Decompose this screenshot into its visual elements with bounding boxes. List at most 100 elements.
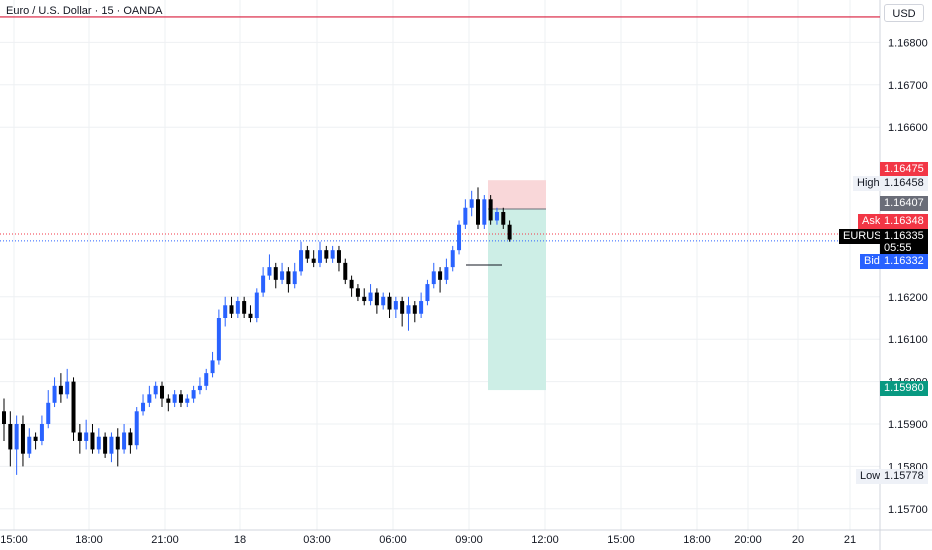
candle-body <box>33 436 38 441</box>
candle-body <box>362 296 367 302</box>
candle-body <box>134 411 139 446</box>
time-tick-label: 15:00 <box>607 534 635 546</box>
candle-body <box>90 432 95 450</box>
candle-body <box>147 394 152 403</box>
bid-value: 1.16332 <box>880 254 928 269</box>
time-tick-label: 20:00 <box>734 534 762 546</box>
candle-body <box>387 296 392 310</box>
time-tick-label: 12:00 <box>531 534 559 546</box>
candle-body <box>501 212 506 225</box>
time-tick-label: 18 <box>234 534 246 546</box>
time-tick-label: 15:00 <box>0 534 28 546</box>
stop-loss-price-tag: 1.16475 <box>880 162 928 177</box>
candle-body <box>261 275 266 293</box>
candle-body <box>406 305 411 314</box>
candle-body <box>457 224 462 251</box>
candle-body <box>109 436 114 454</box>
candle-body <box>318 250 322 263</box>
candle-body <box>96 436 101 450</box>
currency-button[interactable]: USD <box>884 4 924 22</box>
candle-body <box>494 212 499 221</box>
candle-body <box>431 271 436 285</box>
price-tick-label: 1.16200 <box>888 292 928 304</box>
time-tick-label: 21 <box>844 534 856 546</box>
candle-body <box>103 436 108 454</box>
candle-body <box>248 313 253 318</box>
candle-body <box>507 224 512 240</box>
chart-title[interactable]: Euro / U.S. Dollar · 15 · OANDA <box>6 5 163 17</box>
candle-body <box>160 385 164 399</box>
candle-body <box>463 207 468 225</box>
candle-body <box>153 385 158 395</box>
candle-body <box>229 305 234 314</box>
candle-body <box>305 250 310 259</box>
candle-body <box>286 271 291 285</box>
candle-body <box>374 292 379 306</box>
entry-price-tag: 1.16407 <box>880 196 928 211</box>
price-tick-label: 1.16600 <box>888 122 928 134</box>
candle-body <box>476 199 480 225</box>
candle-body <box>349 279 354 289</box>
time-tick-label: 03:00 <box>303 534 331 546</box>
candle-body <box>46 402 51 424</box>
candle-body <box>58 385 63 395</box>
candle-body <box>204 373 209 386</box>
candle-body <box>52 385 57 403</box>
take-profit-price-tag: 1.15980 <box>880 381 928 396</box>
candle-body <box>65 381 70 395</box>
candle-body <box>280 271 285 280</box>
time-tick-label: 20 <box>792 534 804 546</box>
candle-body <box>191 390 196 399</box>
time-tick-label: 09:00 <box>455 534 483 546</box>
ask-label: Ask <box>858 214 880 229</box>
stop-loss-zone <box>488 180 546 210</box>
candle-body <box>412 305 417 314</box>
candle-body <box>115 436 120 450</box>
candle-body <box>39 424 44 441</box>
candle-body <box>185 398 190 403</box>
session-high-label: High <box>853 176 880 191</box>
candle-body <box>2 411 6 424</box>
candle-body <box>122 432 127 450</box>
candle-body <box>444 267 449 280</box>
candle-body <box>292 271 297 285</box>
candle-body <box>77 432 82 441</box>
price-tick-label: 1.15700 <box>888 504 928 516</box>
candle-body <box>27 436 32 454</box>
candle-body <box>324 250 329 259</box>
candle-body <box>84 432 89 441</box>
price-tick-label: 1.16800 <box>888 37 928 49</box>
candle-body <box>273 267 278 280</box>
candle-body <box>400 301 405 314</box>
candle-body <box>71 381 76 433</box>
candle-body <box>178 394 183 403</box>
candle-body <box>469 199 474 208</box>
candle-body <box>488 199 493 221</box>
candle-body <box>235 301 240 314</box>
candle-body <box>336 250 341 263</box>
candle-body <box>419 301 424 314</box>
candle-body <box>299 250 304 272</box>
candle-body <box>355 288 360 297</box>
bar-countdown: 05:55 <box>880 241 928 256</box>
candle-body <box>242 301 247 314</box>
candle-body <box>216 318 221 361</box>
time-tick-label: 06:00 <box>379 534 407 546</box>
ask-value: 1.16348 <box>880 214 928 229</box>
candle-body <box>368 292 373 302</box>
price-tick-label: 1.16100 <box>888 334 928 346</box>
bid-label: Bid <box>860 254 880 269</box>
time-tick-label: 18:00 <box>683 534 711 546</box>
candle-body <box>14 424 19 450</box>
session-low-value: 1.15778 <box>880 469 928 484</box>
candle-body <box>172 394 177 403</box>
candle-body <box>311 258 316 263</box>
candle-body <box>393 301 398 310</box>
candle-body <box>343 262 348 280</box>
price-tick-label: 1.16700 <box>888 80 928 92</box>
candle-body <box>254 292 259 318</box>
symbol-label: EURUSD <box>839 229 889 244</box>
candle-body <box>166 398 171 403</box>
